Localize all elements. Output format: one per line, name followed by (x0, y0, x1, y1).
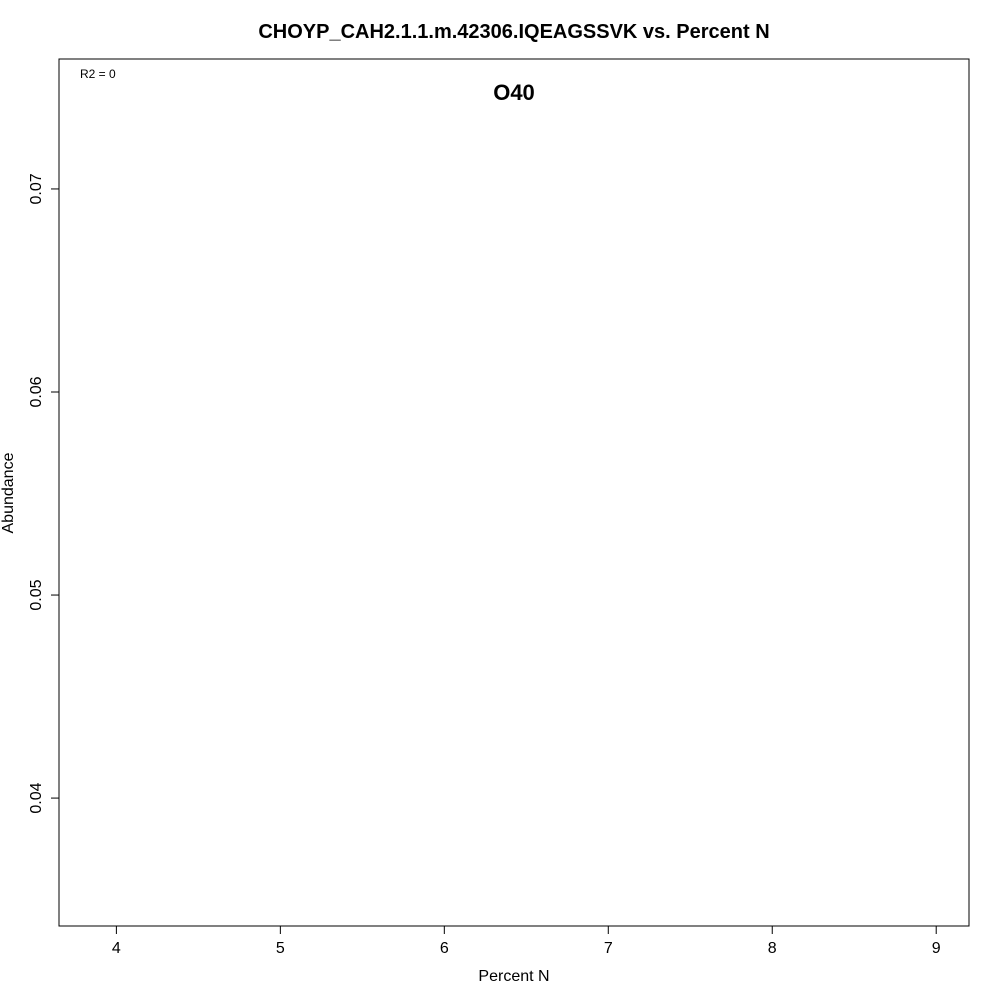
plot-frame (58, 58, 970, 927)
y-tick-label: 0.05 (28, 579, 45, 610)
y-axis: 0.04 0.05 0.06 0.07 (28, 173, 60, 814)
x-axis-label: Percent N (478, 968, 549, 985)
x-tick-label: 4 (112, 940, 121, 957)
y-tick-label: 0.06 (28, 376, 45, 407)
x-tick-label: 8 (768, 940, 777, 957)
r2-annotation: R2 = 0 (80, 67, 116, 81)
x-axis: 4 5 6 7 8 9 (112, 925, 941, 957)
y-axis-label: Abundance (0, 452, 17, 533)
panel-label: O40 (493, 80, 535, 105)
x-tick-label: 9 (932, 940, 941, 957)
chart-title: CHOYP_CAH2.1.1.m.42306.IQEAGSSVK vs. Per… (258, 21, 769, 43)
x-tick-label: 7 (604, 940, 613, 957)
x-tick-label: 5 (276, 940, 285, 957)
y-tick-label: 0.04 (28, 782, 45, 813)
x-tick-label: 6 (440, 940, 449, 957)
y-tick-label: 0.07 (28, 173, 45, 204)
